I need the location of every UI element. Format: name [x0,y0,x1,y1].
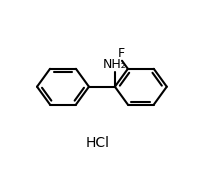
Text: NH₂: NH₂ [103,58,127,71]
Text: HCl: HCl [85,136,109,150]
Text: F: F [118,47,125,60]
